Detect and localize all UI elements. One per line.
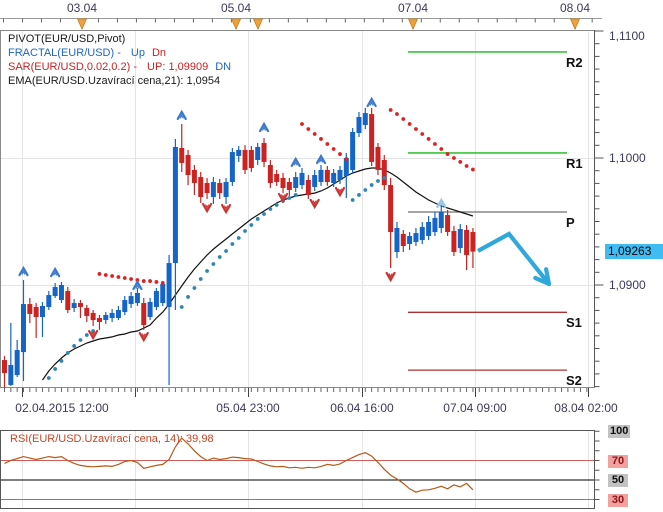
time-label: 05.04 23:00	[216, 401, 280, 415]
timeline-date: 05.04	[220, 1, 252, 15]
time-label: 06.04 16:00	[330, 401, 394, 415]
timeline-date: 07.04	[397, 1, 429, 15]
legend-ema: EMA(EUR/USD.Uzavírací cena,21): 1,0954	[8, 75, 221, 87]
rsi-scale-100: 100	[608, 425, 631, 439]
current-price-badge: 1,09263	[605, 243, 663, 259]
time-label: 07.04 09:00	[443, 401, 507, 415]
indicator-legend: PIVOT(EUR/USD,Pivot) FRACTAL(EUR/USD) - …	[8, 32, 231, 88]
pivot-label-s2: S2	[566, 373, 582, 389]
price-label: 1,0900	[609, 278, 646, 292]
timeline-date: 08.04	[559, 1, 591, 15]
pivot-label-s1: S1	[566, 315, 582, 331]
pivot-label-p: P	[566, 214, 575, 230]
timeline-date: 03.04	[66, 1, 98, 15]
rsi-scale-50: 50	[608, 474, 628, 487]
legend-sar-dn: DN	[215, 61, 232, 73]
rsi-scale-70: 70	[608, 454, 628, 468]
legend-pivot: PIVOT(EUR/USD,Pivot)	[8, 33, 126, 45]
legend-sar-prefix: SAR(EUR/USD,0.02,0.2) -	[8, 61, 141, 73]
legend-fractal-up: Up	[130, 47, 145, 59]
time-label: 08.04 02:00	[554, 401, 618, 415]
legend-fractal-prefix: FRACTAL(EUR/USD) -	[8, 47, 124, 59]
time-label: 02.04.2015 12:00	[15, 401, 109, 415]
legend-fractal-dn: Dn	[151, 47, 167, 59]
rsi-scale-30: 30	[608, 493, 628, 507]
price-label: 1,1000	[609, 151, 646, 165]
pivot-label-r2: R2	[566, 54, 583, 70]
pivot-label-r1: R1	[566, 155, 583, 171]
legend-sar-up-value: UP: 1,09909	[147, 61, 209, 73]
legend-fractal: FRACTAL(EUR/USD) - Up Dn	[8, 46, 231, 60]
price-label: 1,1100	[609, 29, 645, 43]
rsi-legend: RSI(EUR/USD.Uzavírací cena, 14): 39,98	[10, 433, 214, 445]
legend-sar: SAR(EUR/USD,0.02,0.2) - UP: 1,09909 DN	[8, 60, 231, 74]
